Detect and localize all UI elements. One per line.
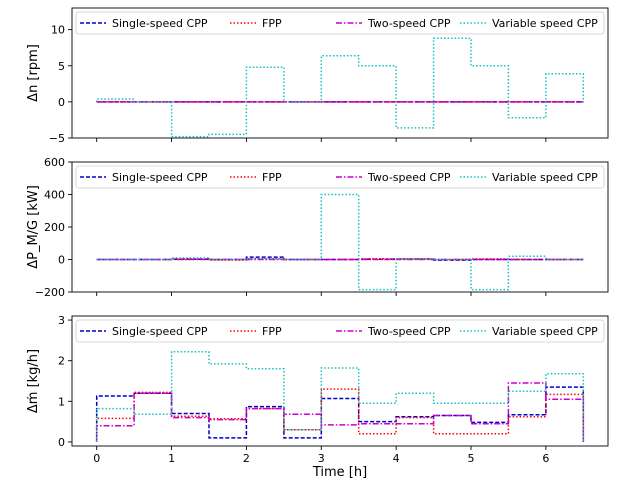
y-tick-label: 600 [44,156,65,169]
legend-label: Two-speed CPP [367,171,451,184]
series-line-two-speed-cpp [95,382,585,442]
y-tick-label: 0 [58,96,65,109]
legend-label: FPP [262,171,282,184]
y-tick-label: 10 [51,24,65,37]
legend-label: Variable speed CPP [492,325,598,338]
x-tick-label: 0 [93,452,100,465]
legend-label: FPP [262,325,282,338]
series-line-variable-speed-cpp [95,37,585,138]
x-tick-label: 5 [468,452,475,465]
y-tick-label: 5 [58,60,65,73]
axes-frame [71,315,609,447]
x-tick-label: 6 [542,452,549,465]
y-axis-label: Δn [rpm] [26,44,41,102]
x-tick-label: 1 [168,452,175,465]
y-tick-label: 2 [58,355,65,368]
y-tick-label: 0 [58,436,65,449]
x-tick-label: 2 [243,452,250,465]
legend-label: FPP [262,17,282,30]
legend-label: Single-speed CPP [112,325,208,338]
legend-label: Two-speed CPP [367,325,451,338]
series-line-variable-speed-cpp [96,193,584,291]
y-tick-label: 200 [44,221,65,234]
y-axis-label: Δṁ [kg/h] [26,349,41,413]
y-tick-label: 0 [58,254,65,267]
y-tick-label: 400 [44,189,65,202]
series-line-single-speed-cpp [95,386,585,442]
series-line-fpp [95,388,585,442]
y-tick-label: 3 [58,314,65,327]
x-tick-label: 4 [393,452,400,465]
y-tick-label: 1 [58,395,65,408]
y-tick-label: −5 [49,132,65,145]
x-axis-label: Time [h] [312,465,367,480]
legend-label: Variable speed CPP [492,17,598,30]
y-tick-label: −200 [35,286,65,299]
series-line-variable-speed-cpp [95,351,585,442]
legend-label: Variable speed CPP [492,171,598,184]
legend-label: Two-speed CPP [367,17,451,30]
y-axis-label: ΔP_M/G [kW] [26,185,41,269]
series-line-fpp [96,257,584,261]
legend-label: Single-speed CPP [112,17,208,30]
x-tick-label: 3 [318,452,325,465]
axes-frame [71,7,609,139]
legend-label: Single-speed CPP [112,171,208,184]
